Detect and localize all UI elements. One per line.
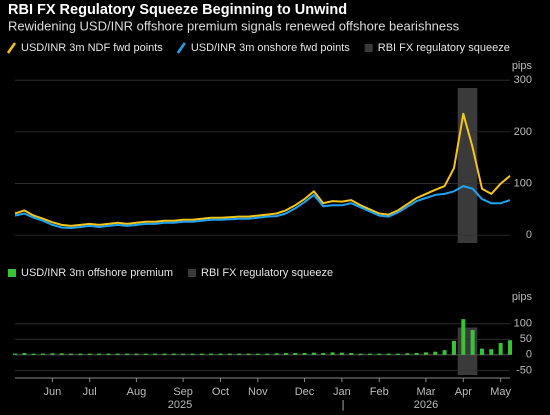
bar xyxy=(414,352,419,355)
bar xyxy=(442,350,447,355)
x-tick-label: Mar xyxy=(416,386,435,398)
x-tick-label: Aug xyxy=(127,386,147,398)
legend-swatch xyxy=(176,42,186,54)
bar xyxy=(41,353,46,355)
bar xyxy=(395,353,400,355)
bar xyxy=(153,353,158,355)
y-tick-label: 0 xyxy=(526,349,532,361)
bar xyxy=(209,353,214,355)
bar xyxy=(143,353,148,355)
bar xyxy=(302,352,307,355)
legend-swatch xyxy=(364,44,373,52)
x-tick-label: Jan xyxy=(333,386,351,398)
x-tick-label: Sep xyxy=(173,386,193,398)
legend-label: RBI FX regulatory squeeze xyxy=(201,267,333,279)
bar xyxy=(50,353,55,355)
bar xyxy=(479,348,484,355)
year-label: 2026 xyxy=(414,399,438,411)
bar xyxy=(321,352,326,355)
x-tick-label: Feb xyxy=(370,386,389,398)
y-tick-label: -50 xyxy=(516,364,532,376)
y-unit: pips xyxy=(512,60,533,72)
bar xyxy=(377,353,382,355)
bar xyxy=(349,352,354,355)
bar xyxy=(162,353,167,355)
legend-label: RBI FX regulatory squeeze xyxy=(378,42,510,54)
bar xyxy=(97,353,102,355)
squeeze-shading xyxy=(457,88,478,243)
bar xyxy=(265,353,270,355)
bar xyxy=(423,352,428,355)
bar xyxy=(190,353,195,355)
y-tick-label: 200 xyxy=(514,126,532,138)
legend-swatch xyxy=(188,269,197,277)
bar xyxy=(134,353,139,355)
x-tick-label: Dec xyxy=(295,386,315,398)
bar xyxy=(470,330,475,355)
y-tick-label: 100 xyxy=(514,318,532,330)
x-tick-label: May xyxy=(490,386,511,398)
legend-label: USD/INR 3m onshore fwd points xyxy=(191,42,350,54)
bar xyxy=(69,353,74,355)
bar xyxy=(405,353,410,355)
bar xyxy=(237,353,242,355)
bar xyxy=(13,353,17,355)
year-label: 2025 xyxy=(168,399,192,411)
bar xyxy=(498,343,503,355)
bar xyxy=(274,353,279,355)
bar xyxy=(451,340,456,355)
bar xyxy=(59,353,64,355)
bar xyxy=(181,353,186,355)
x-tick-label: Nov xyxy=(248,386,268,398)
bar xyxy=(358,353,363,355)
legend-label: USD/INR 3m NDF fwd points xyxy=(21,42,163,54)
bar xyxy=(433,351,438,355)
bar xyxy=(283,352,288,355)
bar xyxy=(106,353,111,355)
legend-swatch xyxy=(8,269,16,277)
chart-title: RBI FX Regulatory Squeeze Beginning to U… xyxy=(8,2,347,18)
y-tick-label: 50 xyxy=(520,333,532,345)
bar xyxy=(31,353,36,355)
x-tick-label: Apr xyxy=(455,386,472,398)
bar xyxy=(255,353,260,355)
y-tick-label: 0 xyxy=(526,229,532,241)
bar xyxy=(87,353,92,355)
line xyxy=(14,112,511,227)
bar xyxy=(293,352,298,355)
legend-label: USD/INR 3m offshore premium xyxy=(21,267,173,279)
bar xyxy=(227,353,232,355)
bar xyxy=(489,349,494,355)
bar xyxy=(311,352,316,355)
bar xyxy=(461,319,466,355)
year-label: | xyxy=(342,399,345,411)
bar xyxy=(171,353,176,355)
bar xyxy=(115,353,120,355)
bar xyxy=(339,352,344,355)
x-tick-label: Oct xyxy=(212,386,229,398)
bar xyxy=(330,352,335,355)
line xyxy=(14,185,511,229)
bar xyxy=(508,340,512,355)
legend-swatch xyxy=(6,42,17,54)
y-tick-label: 300 xyxy=(514,74,532,86)
bar xyxy=(125,353,130,355)
bar xyxy=(246,353,251,355)
bar xyxy=(367,353,372,355)
y-tick-label: 100 xyxy=(514,177,532,189)
y-unit: pips xyxy=(512,291,533,303)
bar xyxy=(199,353,204,355)
bar xyxy=(22,352,27,355)
bar xyxy=(386,353,391,355)
x-tick-label: Jun xyxy=(43,386,61,398)
bar xyxy=(78,353,83,355)
x-tick-label: Jul xyxy=(83,386,97,398)
bar xyxy=(218,353,223,355)
chart-subtitle: Rewidening USD/INR offshore premium sign… xyxy=(8,18,460,33)
